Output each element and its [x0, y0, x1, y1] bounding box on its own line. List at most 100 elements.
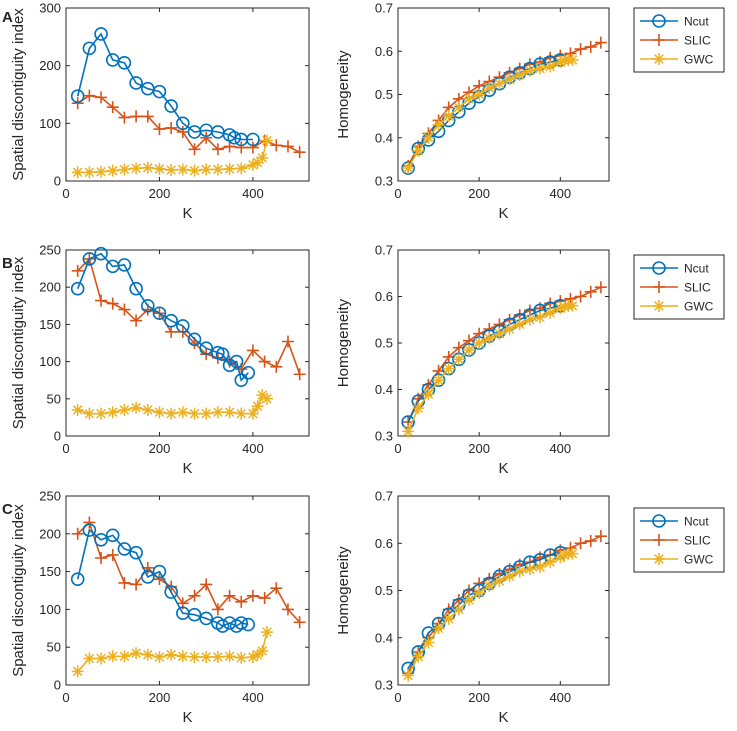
data-point-gwc: [176, 650, 189, 663]
data-point-gwc: [260, 392, 273, 405]
data-point-slic: [95, 91, 108, 104]
data-point-gwc: [71, 166, 84, 179]
x-axis-label: K: [182, 205, 192, 222]
data-point-ncut: [234, 373, 249, 388]
data-point-ncut: [176, 116, 190, 131]
data-point-gwc: [106, 650, 119, 663]
legend-marker-slic: [653, 34, 665, 46]
x-tick-label: 400: [242, 441, 264, 456]
data-point-slic: [594, 36, 607, 49]
data-point-ncut: [176, 319, 190, 333]
data-point-gwc: [558, 300, 571, 313]
data-point-slic: [95, 294, 108, 307]
y-tick-label: 150: [39, 564, 61, 579]
data-point-slic: [200, 131, 213, 144]
data-point-ncut: [94, 27, 108, 41]
data-point-ncut: [246, 132, 260, 147]
series-line-slic: [77, 94, 301, 153]
data-point-slic: [83, 516, 96, 529]
data-point-slic: [153, 123, 166, 136]
data-point-gwc: [534, 311, 547, 324]
data-point-gwc: [493, 77, 506, 90]
data-point-gwc: [412, 144, 425, 157]
data-point-ncut: [117, 542, 132, 556]
data-point-gwc: [188, 407, 201, 420]
data-point-gwc: [256, 644, 269, 657]
x-tick-label: 0: [62, 441, 69, 456]
data-point-ncut: [234, 616, 249, 630]
plot-area: [65, 249, 310, 437]
data-point-gwc: [432, 118, 445, 131]
y-tick-label: 250: [39, 489, 61, 504]
legend-marker-ncut: [652, 514, 666, 528]
legend-marker-gwc: [653, 300, 665, 312]
plot-area: [397, 495, 610, 686]
data-point-gwc: [463, 92, 476, 105]
data-point-gwc: [452, 603, 465, 616]
legend-label: SLIC: [684, 281, 711, 295]
legend-c: Ncut SLIC GWC: [633, 507, 725, 573]
data-point-gwc: [153, 651, 166, 664]
data-point-gwc: [211, 163, 224, 176]
data-point-gwc: [503, 73, 516, 86]
data-point-ncut: [117, 55, 132, 70]
data-point-gwc: [153, 406, 166, 419]
y-tick-label: 0: [54, 678, 61, 693]
data-point-gwc: [211, 406, 224, 419]
data-point-gwc: [422, 636, 435, 649]
y-tick-label: 0: [54, 429, 61, 444]
legend-marker-slic: [653, 534, 665, 546]
data-point-gwc: [176, 406, 189, 419]
y-axis-label: Homogeneity: [335, 298, 352, 387]
data-point-gwc: [200, 407, 213, 420]
data-point-gwc: [200, 163, 213, 176]
legend-marker-gwc: [653, 553, 665, 565]
data-point-slic: [281, 140, 294, 153]
y-tick-label: 0.5: [375, 336, 393, 351]
y-tick-label: 200: [39, 526, 61, 541]
data-point-gwc: [83, 407, 96, 420]
data-point-slic: [293, 146, 306, 159]
plot-area: [65, 495, 310, 686]
data-point-gwc: [523, 313, 536, 326]
y-tick-label: 0.7: [375, 243, 393, 258]
legend-marker-ncut: [652, 14, 666, 28]
x-axis-label: K: [182, 460, 192, 477]
data-point-ncut: [129, 545, 143, 560]
data-point-slic: [574, 290, 587, 303]
data-point-slic: [211, 603, 224, 616]
panel-label: B: [2, 255, 13, 272]
data-point-gwc: [566, 53, 579, 66]
y-tick-label: 0.4: [375, 382, 393, 397]
data-point-slic: [130, 578, 143, 591]
data-point-gwc: [513, 318, 526, 331]
data-point-gwc: [246, 158, 259, 171]
data-point-slic: [584, 534, 597, 547]
y-tick-label: 150: [39, 317, 61, 332]
data-point-ncut: [215, 347, 230, 361]
x-axis-label: K: [498, 205, 508, 222]
legend-label: GWC: [684, 53, 714, 67]
series-gwc: [71, 389, 273, 420]
legend-label: Ncut: [684, 15, 709, 29]
data-point-gwc: [402, 425, 415, 438]
data-point-slic: [281, 335, 294, 348]
data-point-gwc: [141, 403, 154, 416]
data-point-slic: [83, 89, 96, 102]
data-point-gwc: [452, 101, 465, 114]
data-point-ncut: [199, 611, 213, 626]
data-point-gwc: [483, 579, 496, 592]
panel-label: C: [2, 501, 13, 518]
x-tick-label: 0: [62, 186, 69, 201]
data-point-ncut: [82, 252, 97, 266]
series-ncut: [70, 246, 256, 388]
y-tick-label: 0.5: [375, 87, 393, 102]
data-point-gwc: [513, 565, 526, 578]
series-gwc: [71, 134, 273, 179]
legend-label: SLIC: [684, 34, 711, 48]
data-point-slic: [293, 616, 306, 629]
data-point-gwc: [235, 162, 248, 175]
data-point-slic: [574, 537, 587, 550]
y-tick-label: 300: [39, 1, 61, 16]
